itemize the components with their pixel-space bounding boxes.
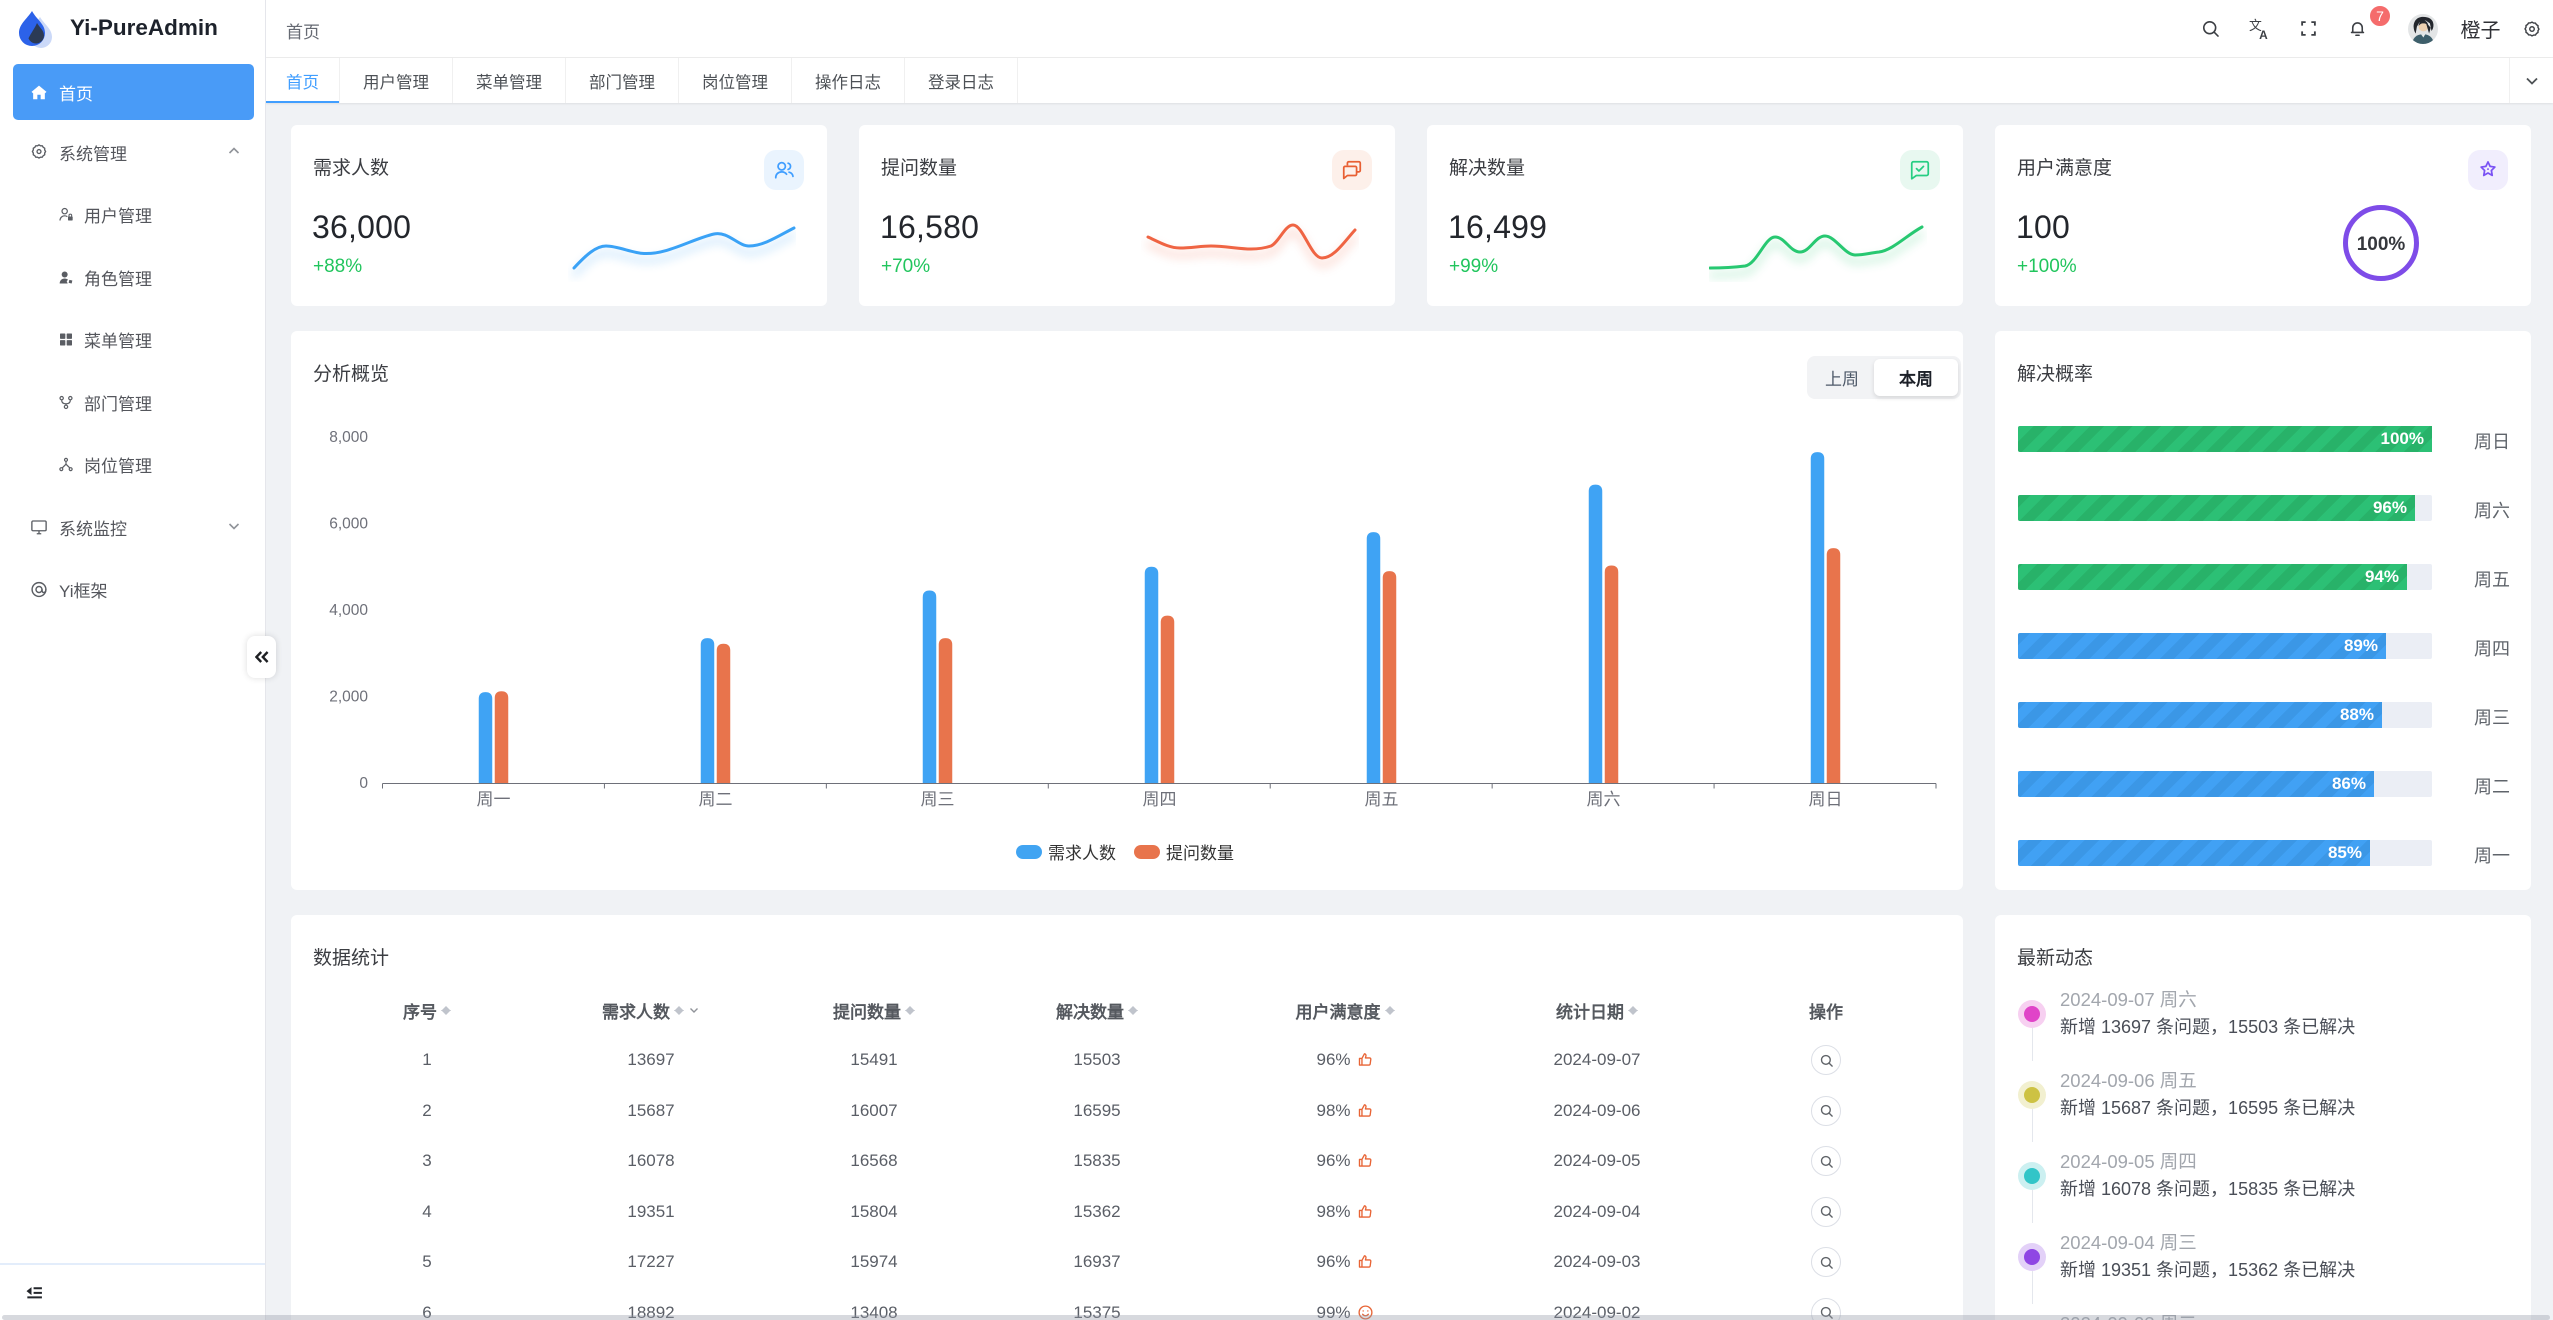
svg-text:周三: 周三	[921, 790, 955, 809]
svg-text:2,000: 2,000	[329, 689, 368, 706]
svg-text:A: A	[2259, 28, 2268, 40]
svg-text:周一: 周一	[477, 790, 511, 809]
svg-text:周日: 周日	[1809, 790, 1843, 809]
svg-text:周五: 周五	[1365, 790, 1399, 809]
svg-text:周四: 周四	[1143, 790, 1177, 809]
svg-text:提问数量: 提问数量	[1166, 844, 1234, 863]
svg-text:周六: 周六	[1587, 790, 1621, 809]
svg-text:4,000: 4,000	[329, 602, 368, 619]
svg-text:周二: 周二	[699, 790, 733, 809]
svg-text:6,000: 6,000	[329, 516, 368, 533]
svg-text:需求人数: 需求人数	[1048, 844, 1116, 863]
svg-text:8,000: 8,000	[329, 429, 368, 446]
svg-text:100%: 100%	[2357, 234, 2406, 255]
svg-text:0: 0	[359, 775, 368, 792]
svg-text:文: 文	[2249, 18, 2262, 33]
